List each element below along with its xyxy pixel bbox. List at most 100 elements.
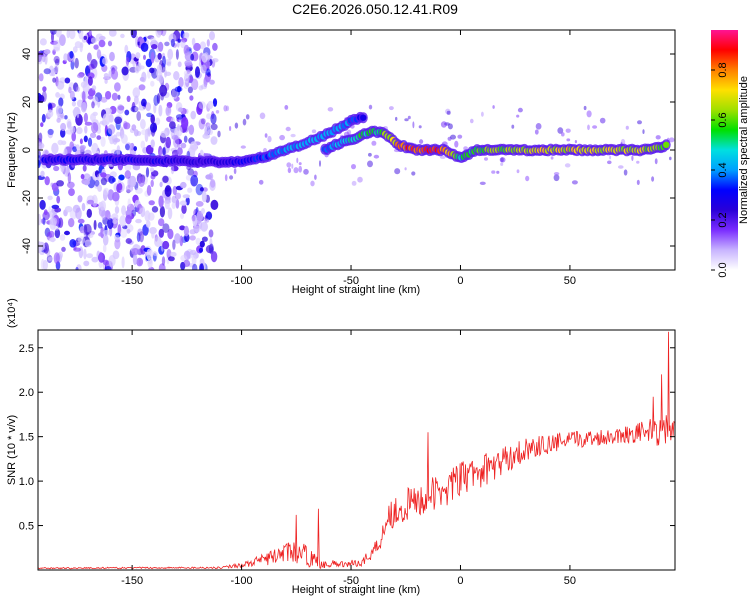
noise-blob xyxy=(75,144,80,150)
noise-blob xyxy=(83,179,90,186)
noise-blob xyxy=(55,30,62,38)
snr-y-label: SNR (10 * v/v) xyxy=(6,415,18,485)
noise-blob xyxy=(212,42,218,51)
noise-blob xyxy=(112,134,118,145)
noise-blob xyxy=(158,75,164,84)
noise-blob xyxy=(553,174,560,182)
noise-blob xyxy=(210,123,218,131)
noise-blob xyxy=(516,114,520,118)
noise-blob xyxy=(70,126,76,134)
snr-y-tick-label: 1.0 xyxy=(19,476,34,488)
noise-blob xyxy=(439,155,446,159)
noise-blob xyxy=(132,87,141,98)
noise-blob xyxy=(87,233,94,239)
noise-blob xyxy=(164,59,172,66)
noise-blob xyxy=(140,42,149,52)
noise-blob xyxy=(199,187,204,192)
noise-blob xyxy=(156,64,163,74)
noise-blob xyxy=(181,116,189,129)
noise-blob xyxy=(290,133,296,138)
spectrogram-data xyxy=(38,30,675,270)
noise-blob xyxy=(61,140,67,146)
noise-blob xyxy=(199,240,205,248)
noise-blob xyxy=(291,163,294,169)
noise-blob xyxy=(64,115,68,120)
noise-blob xyxy=(107,214,112,221)
noise-blob xyxy=(69,90,75,100)
noise-blob xyxy=(43,68,51,75)
colorbar-label: Normalized spectral amplitude xyxy=(738,76,750,224)
noise-blob xyxy=(66,30,70,39)
noise-blob xyxy=(76,73,84,79)
noise-blob xyxy=(96,49,102,59)
noise-blob xyxy=(112,219,118,225)
noise-blob xyxy=(153,103,157,114)
noise-blob xyxy=(373,154,380,159)
noise-blob xyxy=(93,121,101,132)
noise-blob xyxy=(229,126,232,131)
noise-blob xyxy=(599,117,606,124)
noise-blob xyxy=(169,121,176,129)
snr-y-tick-label: 2.5 xyxy=(19,343,34,355)
noise-blob xyxy=(193,42,201,52)
noise-blob xyxy=(56,195,61,204)
noise-blob xyxy=(135,52,141,59)
noise-blob xyxy=(587,124,590,131)
noise-blob xyxy=(206,113,212,120)
noise-blob xyxy=(96,135,102,140)
noise-blob xyxy=(499,157,506,163)
noise-blob xyxy=(179,225,186,231)
noise-blob xyxy=(88,30,92,36)
noise-blob xyxy=(264,133,268,138)
noise-blob xyxy=(40,170,45,177)
noise-blob xyxy=(193,225,202,233)
noise-blob xyxy=(492,105,495,109)
noise-blob xyxy=(133,146,137,152)
noise-blob xyxy=(79,226,85,234)
noise-blob xyxy=(371,140,377,146)
noise-blob xyxy=(69,50,74,59)
noise-blob xyxy=(130,105,139,113)
noise-blob xyxy=(120,33,125,39)
noise-blob xyxy=(210,113,217,125)
noise-blob xyxy=(225,105,230,112)
noise-blob xyxy=(553,172,560,176)
noise-blob xyxy=(107,124,116,135)
noise-blob xyxy=(150,179,154,188)
noise-blob xyxy=(114,116,123,125)
noise-blob xyxy=(150,51,155,64)
snr-y-ticks: 0.5 1.0 1.5 2.0 2.5 xyxy=(19,343,675,533)
noise-blob xyxy=(47,128,54,136)
noise-blob xyxy=(164,200,170,210)
colorbar-tick-label: 0.2 xyxy=(717,212,729,227)
noise-blob xyxy=(124,44,129,54)
noise-blob xyxy=(211,58,219,63)
spectrogram-y-tick-label: 0 xyxy=(21,147,33,153)
noise-blob xyxy=(200,221,209,232)
noise-blob xyxy=(64,77,71,84)
snr-y-scale: (x10⁴) xyxy=(6,298,18,328)
noise-blob xyxy=(58,97,64,107)
noise-blob xyxy=(310,180,315,187)
noise-blob xyxy=(149,67,155,74)
noise-blob xyxy=(67,181,75,189)
noise-blob xyxy=(132,253,138,266)
noise-blob xyxy=(74,41,82,49)
noise-blob xyxy=(94,179,100,187)
noise-blob xyxy=(124,109,130,116)
noise-blob xyxy=(44,53,48,65)
noise-blob xyxy=(38,73,44,82)
noise-blob xyxy=(53,165,60,172)
noise-blob xyxy=(38,213,42,226)
noise-blob xyxy=(69,239,77,248)
noise-blob xyxy=(198,247,203,253)
noise-blob xyxy=(111,92,118,101)
noise-blob xyxy=(655,135,661,140)
noise-blob xyxy=(143,54,146,60)
noise-blob xyxy=(102,229,111,236)
noise-blob xyxy=(150,114,155,124)
noise-blob xyxy=(52,77,57,83)
noise-blob xyxy=(457,134,463,139)
noise-blob xyxy=(165,105,172,117)
